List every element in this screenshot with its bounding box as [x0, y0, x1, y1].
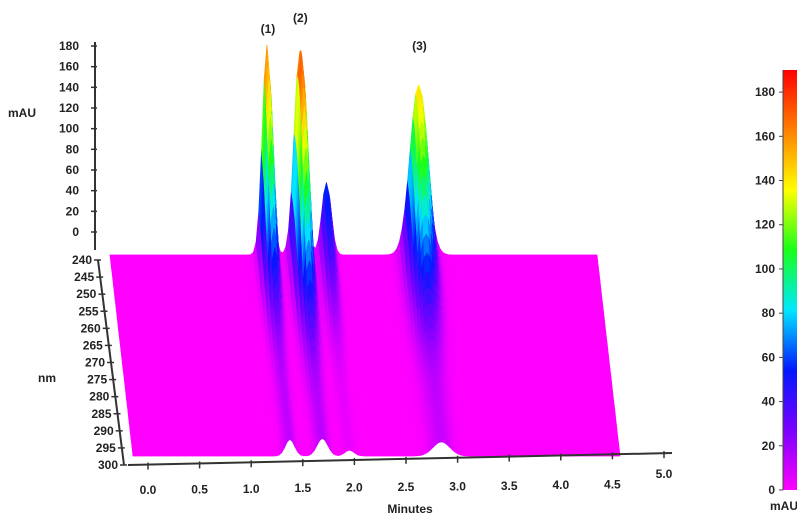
surface-cell — [599, 304, 604, 312]
surface-cell — [604, 342, 609, 350]
surface-cell — [598, 298, 604, 306]
surface-cell — [608, 380, 613, 388]
surface-cell — [596, 279, 601, 287]
surface-cell — [598, 292, 603, 300]
surface-cell — [606, 361, 611, 369]
surface-cell — [611, 405, 616, 413]
surface-cell — [609, 386, 614, 394]
surface-cell — [607, 373, 612, 381]
surface-cell — [612, 417, 617, 425]
surface-cell — [606, 367, 612, 375]
surface-layer — [109, 45, 621, 457]
surface-cell — [593, 254, 599, 262]
surface-cell — [604, 348, 609, 356]
surface-cell — [597, 286, 602, 294]
surface-cell — [595, 267, 600, 275]
surface-cell — [610, 399, 615, 407]
surface-cell — [601, 323, 606, 331]
surface-cell — [594, 260, 599, 268]
surface-cell — [611, 411, 617, 419]
surface-cell — [602, 330, 607, 338]
surface-cell — [603, 336, 608, 344]
surface-cell — [601, 317, 606, 325]
surface-cell — [609, 392, 614, 400]
surface-cell — [605, 355, 610, 363]
surface-cell — [596, 273, 601, 281]
surface-cell — [600, 311, 605, 319]
